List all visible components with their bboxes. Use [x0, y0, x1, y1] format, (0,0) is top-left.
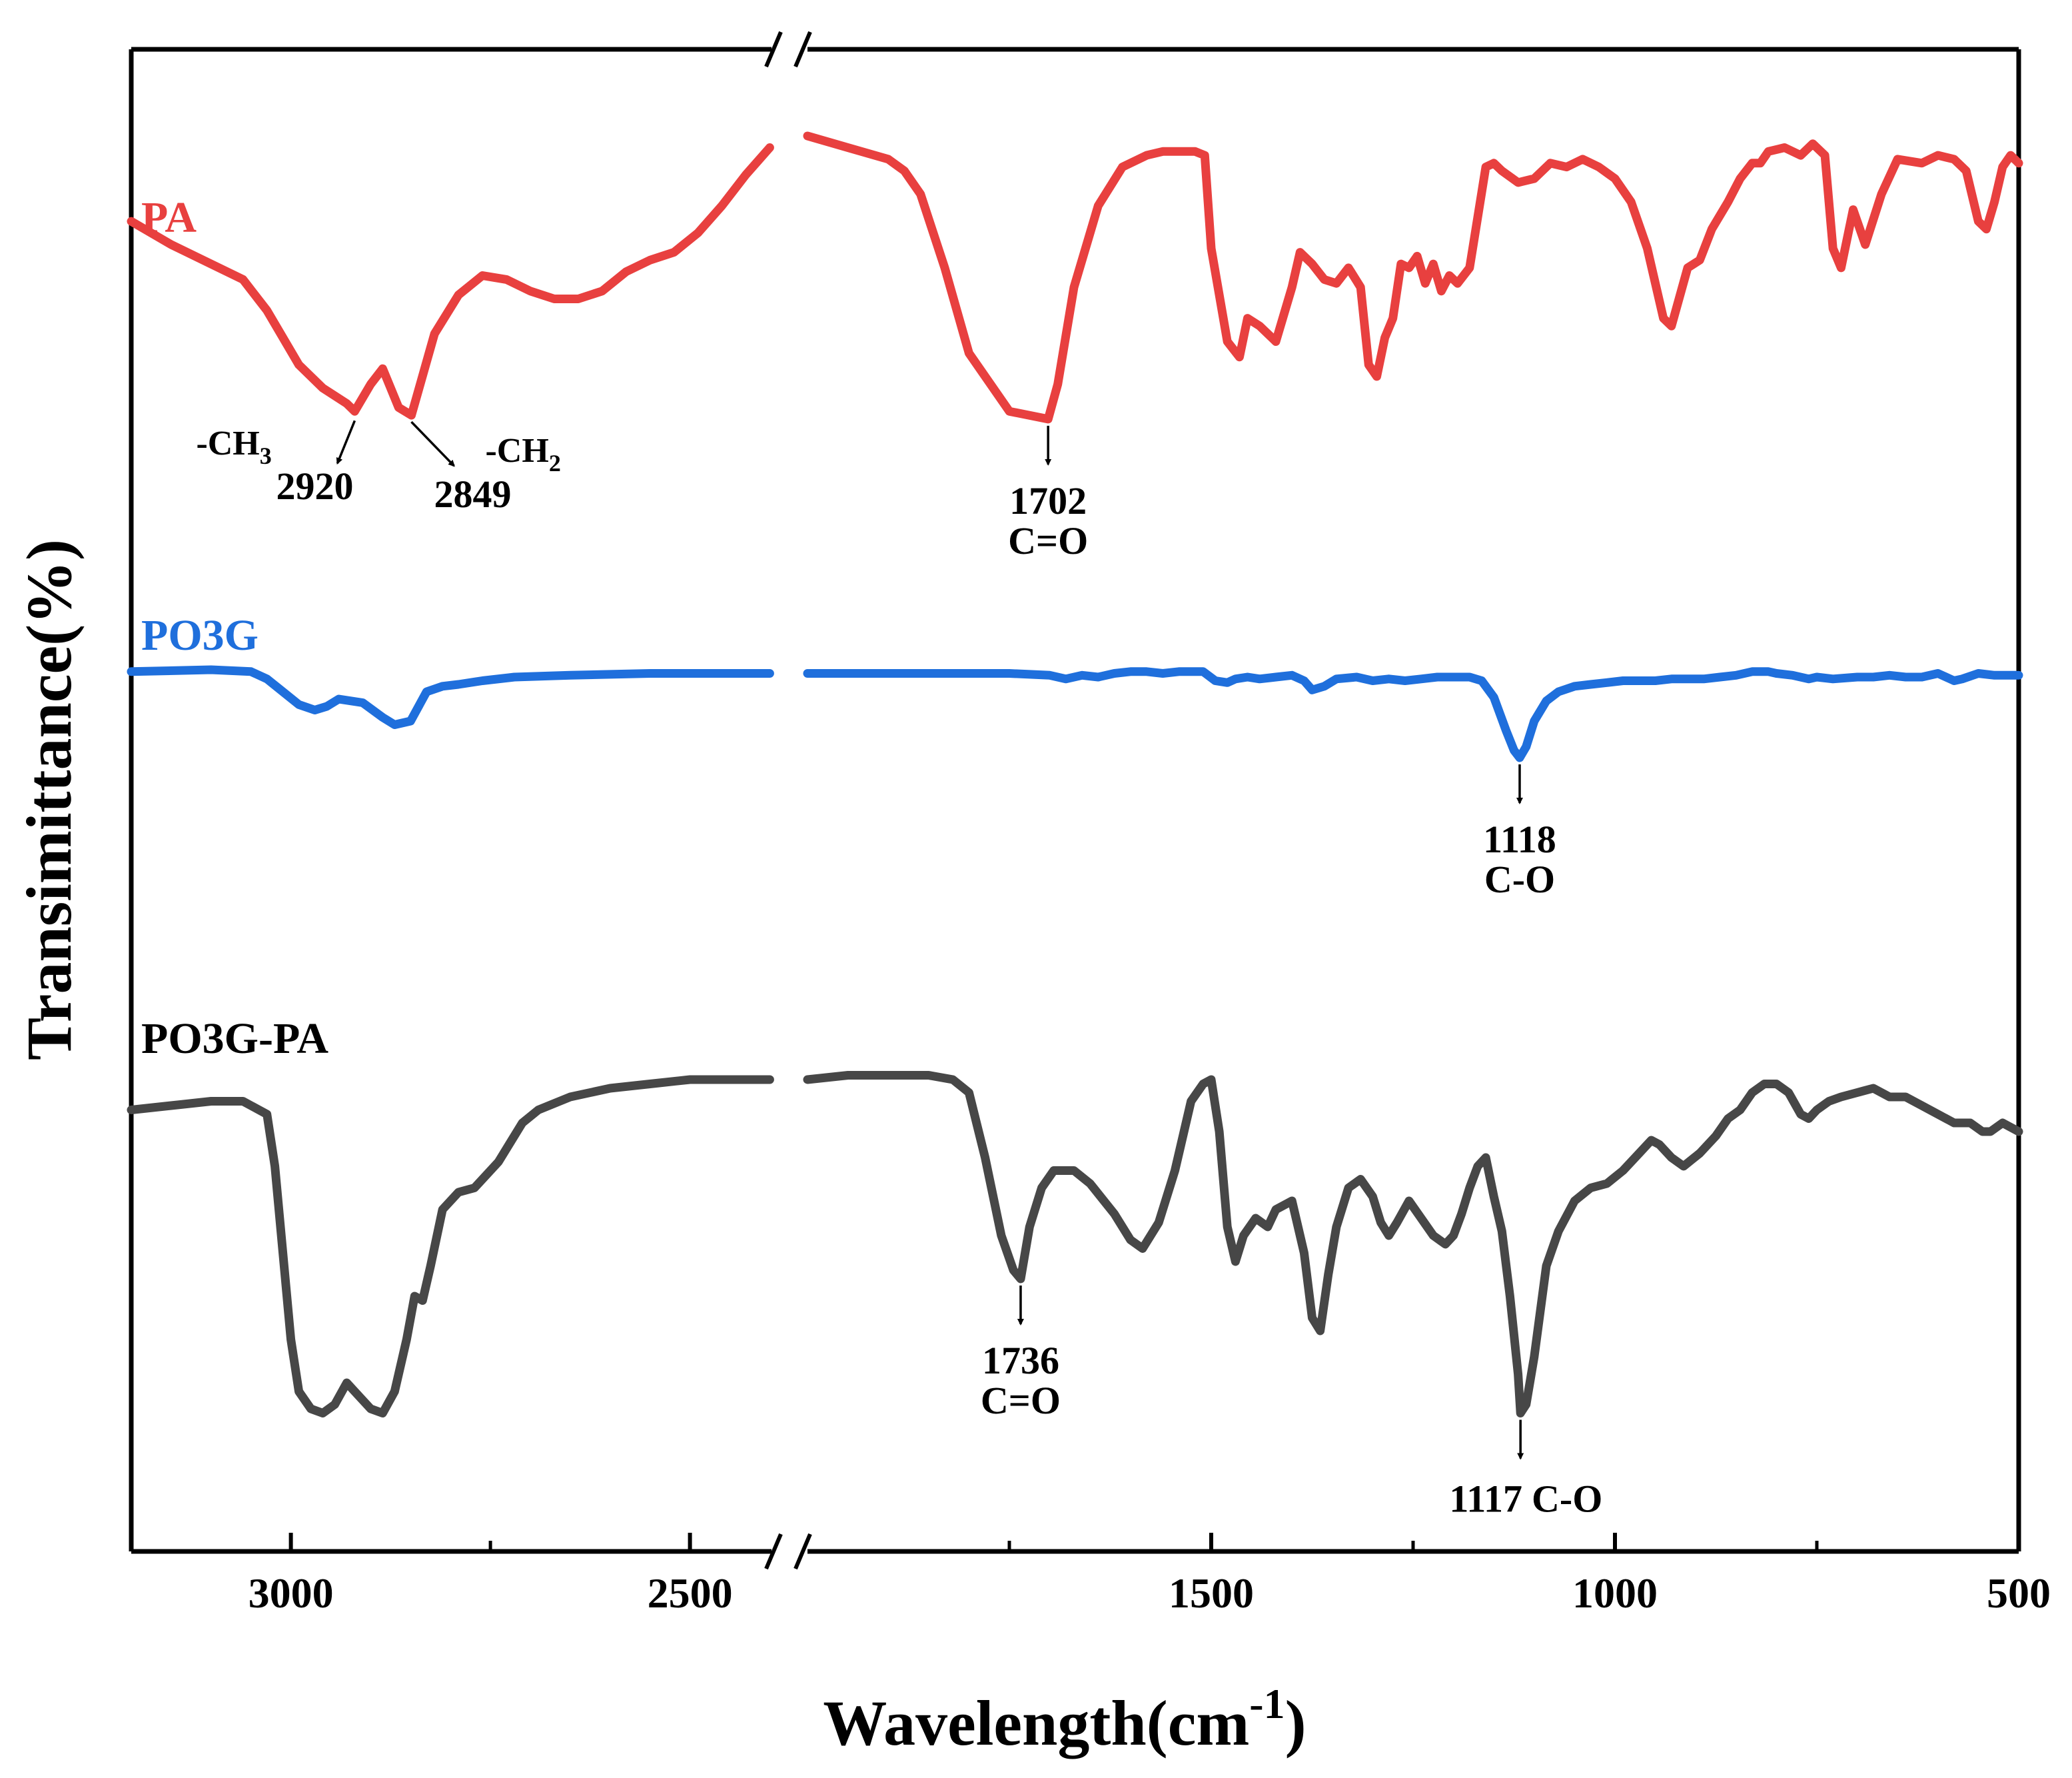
annotation-1702-value: 1702: [1009, 479, 1087, 522]
series-line-pa-right: [803, 131, 2023, 424]
annotation-1117-value: 1117: [1449, 1477, 1522, 1521]
x-axis-title: Wavelength(cm-1): [823, 1680, 1306, 1759]
series-line-pa-left: [127, 143, 774, 420]
spectra: [127, 131, 2023, 1417]
x-tick-label: 3000: [249, 1569, 334, 1617]
series-line-po3g-pa-right: [803, 1071, 2023, 1417]
x-tick-label: 1000: [1572, 1569, 1658, 1617]
x-axis-title-main: Wavelength(cm: [823, 1687, 1249, 1759]
break-mark-top-1: [764, 31, 783, 68]
annotation-ch2-group: -CH2: [485, 432, 560, 476]
series-label-po3g: PO3G: [141, 611, 259, 660]
annotation-1118-bond: C-O: [1484, 858, 1555, 901]
x-axis-title-sup: -1: [1249, 1680, 1285, 1727]
peak-arrow: [336, 420, 356, 465]
annotation-1118-value: 1118: [1483, 818, 1556, 861]
x-axis-ticks: 3000 2500 1500 1000 500: [249, 1533, 2051, 1617]
series-line-po3g-pa-left: [127, 1075, 774, 1417]
annotation-1736-value: 1736: [982, 1339, 1059, 1382]
break-mark-bottom-1: [764, 1533, 783, 1570]
series-label-pa: PA: [141, 193, 197, 242]
series-label-po3g-pa: PO3G-PA: [141, 1014, 328, 1063]
annotation-2920-value: 2920: [276, 464, 353, 508]
axis-break-marks: [764, 31, 812, 1570]
annotation-ch3-group: -CH3: [196, 425, 271, 469]
x-axis-title-close: ): [1285, 1687, 1306, 1759]
annotation-2849-value: 2849: [434, 472, 511, 516]
series-line-po3g-right: [803, 667, 2023, 762]
peak-arrow: [410, 421, 455, 467]
x-tick-label: 1500: [1169, 1569, 1254, 1617]
break-mark-top-2: [793, 31, 812, 68]
annotation-1736-bond: C=O: [981, 1379, 1061, 1422]
y-axis-title: Transimittance(%): [13, 539, 85, 1060]
break-mark-bottom-2: [793, 1533, 812, 1570]
annotation-1117-bond: C-O: [1532, 1477, 1602, 1521]
annotation-1702-bond: C=O: [1008, 519, 1088, 562]
x-tick-label: 2500: [648, 1569, 733, 1617]
x-tick-label: 500: [1987, 1569, 2051, 1617]
series-line-po3g-left: [127, 665, 774, 729]
